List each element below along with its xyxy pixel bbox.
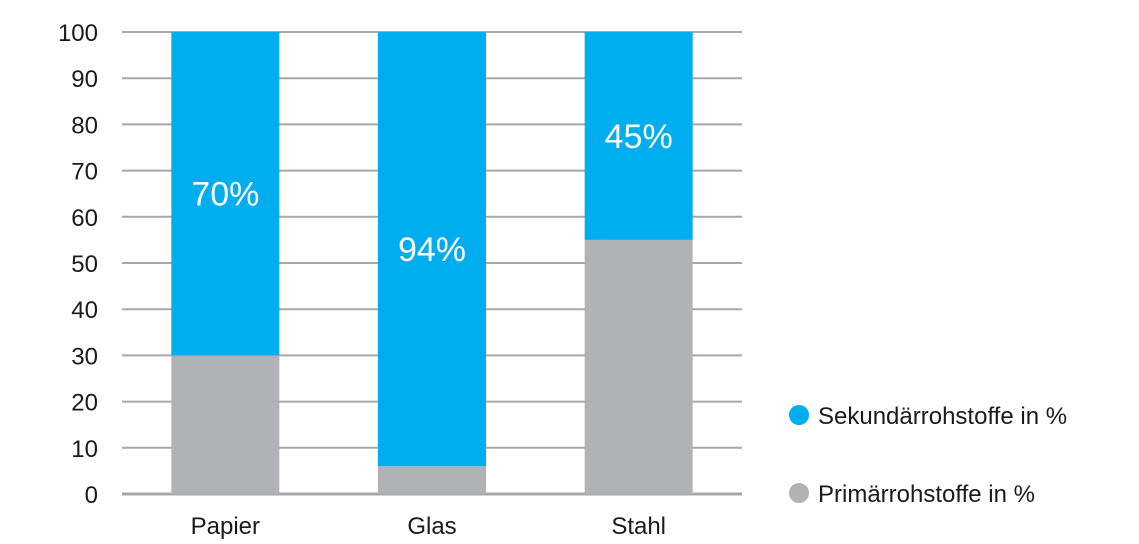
y-axis-tick-labels: 0 10 20 30 40 50 60 70 80 90 100 (58, 20, 98, 509)
legend-label: Sekundärrohstoffe in % (818, 403, 1067, 430)
data-label: 94% (398, 231, 466, 269)
bar-segment-primary (378, 466, 486, 494)
y-tick-label: 90 (71, 66, 98, 93)
bar-segment-secondary (378, 32, 486, 467)
y-tick-label: 60 (71, 205, 98, 232)
bar-segment-secondary (171, 32, 280, 356)
y-tick-label: 70 (71, 159, 98, 186)
x-tick-label: Glas (407, 513, 456, 540)
y-tick-label: 0 (85, 482, 98, 509)
bars (171, 32, 693, 494)
legend-marker (789, 405, 809, 425)
legend: Sekundärrohstoffe in % Primärrohstoffe in… (789, 403, 1067, 508)
x-tick-label: Papier (191, 513, 260, 540)
data-labels: 70% 94% 45% (191, 118, 672, 269)
data-label: 70% (191, 176, 259, 214)
y-tick-label: 80 (71, 112, 98, 139)
y-tick-label: 50 (71, 251, 98, 278)
y-tick-label: 100 (58, 20, 98, 47)
data-label: 45% (605, 118, 673, 156)
bar-segment-primary (171, 355, 280, 494)
bar-segment-primary (584, 239, 693, 494)
y-tick-label: 40 (71, 297, 98, 324)
legend-marker (789, 483, 809, 503)
x-tick-label: Stahl (611, 513, 666, 540)
x-axis-tick-labels: Papier Glas Stahl (191, 513, 666, 540)
legend-label: Primärrohstoffe in % (818, 481, 1035, 508)
bar-segment-secondary (584, 32, 693, 240)
y-tick-label: 20 (71, 390, 98, 417)
y-tick-label: 30 (71, 343, 98, 370)
y-tick-label: 10 (71, 436, 98, 463)
